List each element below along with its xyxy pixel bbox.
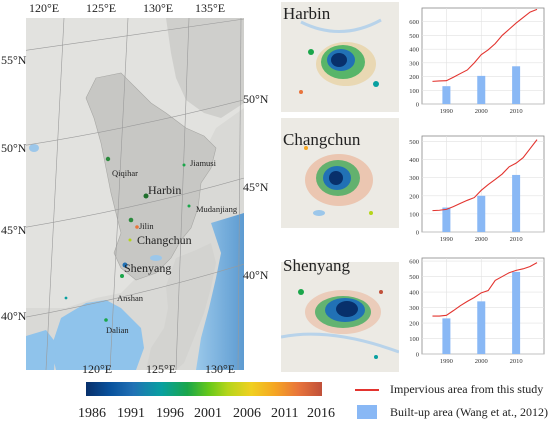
y-tick-label: 0 bbox=[416, 230, 419, 237]
lat-tick-left: 50°N bbox=[1, 141, 27, 155]
bar-mark bbox=[442, 318, 451, 354]
y-tick-label: 500 bbox=[409, 33, 419, 40]
colorbar-label: 2006 bbox=[233, 406, 261, 421]
sea-of-japan bbox=[196, 213, 244, 370]
bar-mark bbox=[512, 174, 521, 232]
lat-tick-right: 50°N bbox=[243, 92, 269, 106]
legend-line-label: Impervious area from this study bbox=[390, 382, 544, 396]
y-tick-label: 400 bbox=[409, 157, 419, 164]
y-tick-label: 400 bbox=[409, 47, 419, 54]
chart-changchun: 0 100 200 300 400 500 1990 2000 2010 bbox=[409, 135, 545, 243]
city-title-shenyang: Shenyang bbox=[283, 256, 351, 275]
x-tick-label: 2010 bbox=[510, 236, 523, 243]
y-tick-label: 600 bbox=[409, 259, 419, 266]
lon-tick-bottom: 125°E bbox=[146, 362, 177, 376]
y-tick-label: 100 bbox=[409, 211, 419, 218]
impervious-line bbox=[432, 8, 538, 82]
overview-map: Qiqihar Harbin Jiamusi Mudanjiang Jilin … bbox=[26, 18, 244, 370]
lat-tick-left: 40°N bbox=[1, 309, 27, 323]
urban-patches bbox=[64, 156, 191, 322]
colorbar-label: 2011 bbox=[271, 406, 299, 421]
city-label-jilin: Jilin bbox=[139, 221, 154, 231]
bar-mark bbox=[512, 271, 521, 354]
legend-bar-label: Built-up area (Wang et at., 2012) bbox=[390, 405, 548, 419]
colorbar-label: 1996 bbox=[156, 406, 184, 421]
x-tick-label: 1990 bbox=[440, 236, 453, 243]
city-label-mudanjiang: Mudanjiang bbox=[196, 204, 238, 214]
city-label-shenyang: Shenyang bbox=[124, 261, 171, 275]
city-map-changchun bbox=[281, 118, 399, 228]
y-tick-label: 300 bbox=[409, 60, 419, 67]
colorbar-label: 1986 bbox=[78, 406, 106, 421]
lat-tick-right: 45°N bbox=[243, 180, 269, 194]
lon-tick-top: 120°E bbox=[29, 1, 60, 15]
bar-mark bbox=[477, 195, 486, 232]
legend-bar-swatch bbox=[357, 405, 377, 419]
city-map-harbin bbox=[281, 2, 399, 112]
y-tick-label: 300 bbox=[409, 305, 419, 312]
lon-tick-bottom: 130°E bbox=[205, 362, 236, 376]
study-region bbox=[85, 72, 217, 281]
impervious-line bbox=[432, 262, 538, 317]
x-tick-label: 2010 bbox=[510, 108, 523, 115]
y-tick-label: 500 bbox=[409, 274, 419, 281]
x-tick-label: 1990 bbox=[440, 108, 453, 115]
lat-tick-right: 40°N bbox=[243, 268, 269, 282]
y-tick-label: 100 bbox=[409, 88, 419, 95]
city-label-jiamusi: Jiamusi bbox=[190, 158, 217, 168]
y-tick-label: 500 bbox=[409, 139, 419, 146]
city-label-changchun: Changchun bbox=[137, 233, 192, 247]
chart-harbin: 0 100 200 300 400 500 600 1990 2000 2010 bbox=[409, 7, 545, 115]
colorbar-label: 1991 bbox=[117, 406, 145, 421]
colorbar-label: 2016 bbox=[307, 406, 335, 421]
y-tick-label: 200 bbox=[409, 193, 419, 200]
x-tick-label: 1990 bbox=[440, 358, 453, 365]
lon-tick-bottom: 120°E bbox=[82, 362, 113, 376]
colorbar-label: 2001 bbox=[194, 406, 222, 421]
city-title-harbin: Harbin bbox=[283, 4, 331, 23]
x-tick-label: 2000 bbox=[475, 236, 488, 243]
city-label-anshan: Anshan bbox=[117, 293, 144, 303]
city-map-shenyang bbox=[280, 262, 400, 372]
x-tick-label: 2000 bbox=[475, 108, 488, 115]
lat-tick-left: 45°N bbox=[1, 223, 27, 237]
bar-mark bbox=[442, 86, 451, 104]
city-label-qiqihar: Qiqihar bbox=[112, 168, 138, 178]
lat-tick-left: 55°N bbox=[1, 53, 27, 67]
graticule bbox=[26, 18, 244, 370]
chart-shenyang: 0 100 200 300 400 500 600 1990 2000 2010 bbox=[409, 257, 545, 365]
bar-mark bbox=[442, 207, 451, 232]
x-tick-label: 2000 bbox=[475, 358, 488, 365]
y-tick-label: 200 bbox=[409, 321, 419, 328]
lon-tick-top: 135°E bbox=[195, 1, 226, 15]
lon-tick-top: 130°E bbox=[143, 1, 174, 15]
legend-line-swatch bbox=[355, 389, 379, 391]
x-tick-label: 2010 bbox=[510, 358, 523, 365]
bar-mark bbox=[477, 301, 486, 354]
bar-mark bbox=[477, 75, 486, 104]
impervious-line bbox=[432, 139, 538, 212]
lon-tick-top: 125°E bbox=[86, 1, 117, 15]
bar-mark bbox=[512, 66, 521, 104]
y-tick-label: 400 bbox=[409, 290, 419, 297]
y-tick-label: 600 bbox=[409, 19, 419, 26]
y-tick-label: 0 bbox=[416, 352, 419, 359]
year-colorbar bbox=[86, 382, 322, 396]
y-tick-label: 100 bbox=[409, 336, 419, 343]
y-tick-label: 300 bbox=[409, 175, 419, 182]
city-label-dalian: Dalian bbox=[106, 325, 129, 335]
y-tick-label: 200 bbox=[409, 74, 419, 81]
city-title-changchun: Changchun bbox=[283, 130, 361, 149]
city-label-harbin: Harbin bbox=[148, 183, 181, 197]
y-tick-label: 0 bbox=[416, 102, 419, 109]
bohai-sea bbox=[51, 300, 144, 370]
